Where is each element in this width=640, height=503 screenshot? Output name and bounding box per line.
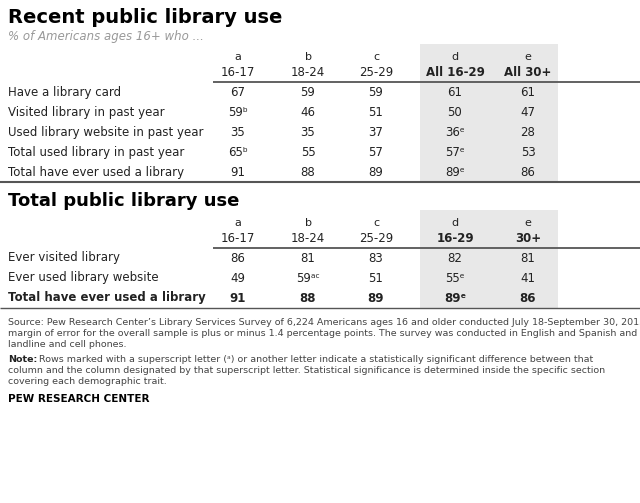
Text: Ever visited library: Ever visited library	[8, 252, 120, 265]
Text: 36ᵉ: 36ᵉ	[445, 126, 465, 138]
Text: 89: 89	[368, 292, 384, 304]
Text: b: b	[305, 52, 312, 62]
Text: Source: Pew Research Center’s Library Services Survey of 6,224 Americans ages 16: Source: Pew Research Center’s Library Se…	[8, 318, 640, 327]
Text: 89ᵉ: 89ᵉ	[445, 165, 465, 179]
Text: % of Americans ages 16+ who ...: % of Americans ages 16+ who ...	[8, 30, 204, 43]
Bar	[420, 162, 558, 182]
Text: 16-17: 16-17	[221, 232, 255, 245]
Bar	[420, 248, 558, 268]
Text: e: e	[525, 218, 531, 228]
Bar	[420, 44, 558, 82]
Text: column and the column designated by that superscript letter. Statistical signifi: column and the column designated by that…	[8, 366, 605, 375]
Text: 59: 59	[369, 86, 383, 99]
Text: 41: 41	[520, 272, 536, 285]
Text: 18-24: 18-24	[291, 232, 325, 245]
Text: 57ᵉ: 57ᵉ	[445, 145, 465, 158]
Text: 53: 53	[520, 145, 536, 158]
Bar	[420, 268, 558, 288]
Bar	[420, 210, 558, 248]
Text: All 30+: All 30+	[504, 66, 552, 79]
Text: 30+: 30+	[515, 232, 541, 245]
Text: 61: 61	[447, 86, 463, 99]
Text: 16-29: 16-29	[436, 232, 474, 245]
Text: 35: 35	[230, 126, 245, 138]
Text: 91: 91	[230, 292, 246, 304]
Text: 81: 81	[301, 252, 316, 265]
Text: Visited library in past year: Visited library in past year	[8, 106, 164, 119]
Text: Used library website in past year: Used library website in past year	[8, 126, 204, 138]
Bar	[420, 288, 558, 308]
Text: 88: 88	[300, 292, 316, 304]
Text: 59: 59	[301, 86, 316, 99]
Text: 16-17: 16-17	[221, 66, 255, 79]
Text: b: b	[305, 218, 312, 228]
Bar	[420, 102, 558, 122]
Text: 61: 61	[520, 86, 536, 99]
Text: 82: 82	[447, 252, 463, 265]
Bar	[420, 82, 558, 102]
Text: Note:: Note:	[8, 355, 37, 364]
Bar	[420, 142, 558, 162]
Text: Ever used library website: Ever used library website	[8, 272, 159, 285]
Text: 25-29: 25-29	[359, 232, 393, 245]
Text: Total have ever used a library: Total have ever used a library	[8, 165, 184, 179]
Text: 83: 83	[369, 252, 383, 265]
Text: 91: 91	[230, 165, 246, 179]
Text: 50: 50	[447, 106, 462, 119]
Text: 89ᵉ: 89ᵉ	[444, 292, 466, 304]
Text: c: c	[373, 52, 379, 62]
Text: Total used library in past year: Total used library in past year	[8, 145, 184, 158]
Text: 86: 86	[520, 292, 536, 304]
Text: 81: 81	[520, 252, 536, 265]
Text: Total public library use: Total public library use	[8, 192, 239, 210]
Text: a: a	[235, 218, 241, 228]
Text: 37: 37	[369, 126, 383, 138]
Text: 46: 46	[301, 106, 316, 119]
Text: All 16-29: All 16-29	[426, 66, 484, 79]
Text: PEW RESEARCH CENTER: PEW RESEARCH CENTER	[8, 394, 150, 404]
Text: 67: 67	[230, 86, 246, 99]
Text: 59ᵇ: 59ᵇ	[228, 106, 248, 119]
Text: 25-29: 25-29	[359, 66, 393, 79]
Text: Total have ever used a library: Total have ever used a library	[8, 292, 205, 304]
Bar	[420, 122, 558, 142]
Text: 55: 55	[301, 145, 316, 158]
Text: 89: 89	[369, 165, 383, 179]
Text: 55ᵉ: 55ᵉ	[445, 272, 465, 285]
Text: 59ᵃᶜ: 59ᵃᶜ	[296, 272, 320, 285]
Text: covering each demographic trait.: covering each demographic trait.	[8, 377, 167, 386]
Text: 86: 86	[230, 252, 245, 265]
Text: c: c	[373, 218, 379, 228]
Text: margin of error for the overall sample is plus or minus 1.4 percentage points. T: margin of error for the overall sample i…	[8, 329, 640, 338]
Text: 35: 35	[301, 126, 316, 138]
Text: d: d	[451, 52, 459, 62]
Text: 65ᵇ: 65ᵇ	[228, 145, 248, 158]
Text: 86: 86	[520, 165, 536, 179]
Text: 88: 88	[301, 165, 316, 179]
Text: 51: 51	[369, 272, 383, 285]
Text: Rows marked with a superscript letter (ᵃ) or another letter indicate a statistic: Rows marked with a superscript letter (ᵃ…	[36, 355, 593, 364]
Text: 47: 47	[520, 106, 536, 119]
Text: Recent public library use: Recent public library use	[8, 8, 282, 27]
Text: a: a	[235, 52, 241, 62]
Text: landline and cell phones.: landline and cell phones.	[8, 340, 127, 349]
Text: Have a library card: Have a library card	[8, 86, 121, 99]
Text: 51: 51	[369, 106, 383, 119]
Text: 57: 57	[369, 145, 383, 158]
Text: 28: 28	[520, 126, 536, 138]
Text: 18-24: 18-24	[291, 66, 325, 79]
Text: d: d	[451, 218, 459, 228]
Text: 49: 49	[230, 272, 246, 285]
Text: e: e	[525, 52, 531, 62]
